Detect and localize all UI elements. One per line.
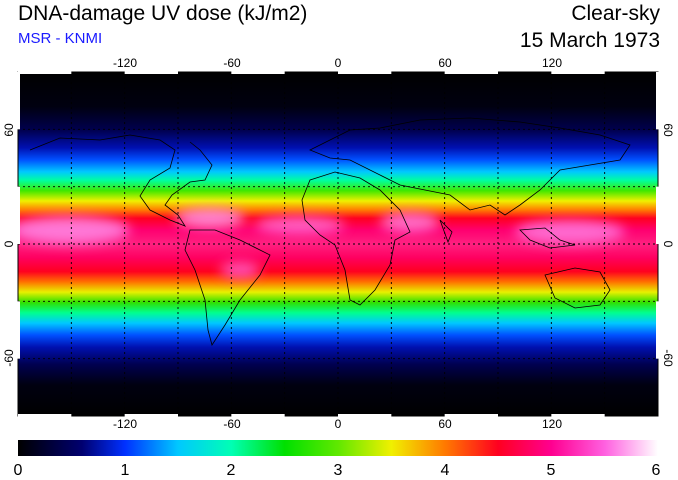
colorbar [18,440,658,456]
frame-tick [656,186,660,244]
colorbar-label: 5 [547,462,556,479]
lon-label-top: -120 [113,56,137,70]
frame-tick [18,414,72,418]
colorbar-labels: 0 1 2 3 4 5 6 [14,462,661,479]
lon-label-bottom: 0 [335,417,342,431]
lat-label-right: 0 [661,241,675,248]
lon-label-top: 0 [335,56,342,70]
frame-tick [16,301,20,359]
frame-tick [18,70,72,74]
colorbar-label: 2 [227,462,236,479]
frame-tick [124,414,178,418]
graticule [18,72,658,416]
colorbar-label: 6 [652,462,661,479]
lat-label-right: 60 [661,123,675,137]
lon-label-top: 60 [438,56,452,70]
lon-label-top: 120 [542,56,562,70]
latitude-labels-left: 60 0 -60 [2,123,16,367]
lon-label-bottom: -60 [223,417,241,431]
map-title: DNA-damage UV dose (kJ/m2) [18,2,308,25]
lon-label-bottom: 120 [542,417,562,431]
frame-tick [656,72,660,130]
lat-label-left: 60 [2,123,16,137]
frame-tick [16,72,20,130]
lat-label-right: -60 [661,349,675,367]
frame-tick [124,70,178,74]
lon-label-bottom: 60 [438,417,452,431]
colorbar-label: 3 [334,462,343,479]
date-label: 15 March 1973 [519,29,660,52]
lat-label-left: -60 [2,349,16,367]
colorbar-label: 0 [14,462,23,479]
frame-tick [338,70,392,74]
sky-condition-label: Clear-sky [571,2,660,25]
frame-tick [231,70,285,74]
longitude-labels-bottom: -120 -60 0 60 120 [113,417,562,431]
frame-tick [551,414,605,418]
lat-label-left: 0 [2,240,16,247]
latitude-labels-right: 60 0 -60 [661,123,675,367]
colorbar-label: 4 [441,462,450,479]
frame-tick-marks [16,70,660,418]
colorbar-label: 1 [121,462,130,479]
frame-tick [551,70,605,74]
frame-tick [231,414,285,418]
frame-tick [656,301,660,359]
coastlines [29,117,631,346]
lon-label-top: -60 [223,56,241,70]
frame-tick [338,414,392,418]
source-label: MSR - KNMI [18,30,103,47]
frame-tick [444,70,498,74]
frame-tick [444,414,498,418]
longitude-labels-top: -120 -60 0 60 120 [113,56,562,70]
lon-label-bottom: -120 [113,417,137,431]
frame-tick [16,186,20,244]
